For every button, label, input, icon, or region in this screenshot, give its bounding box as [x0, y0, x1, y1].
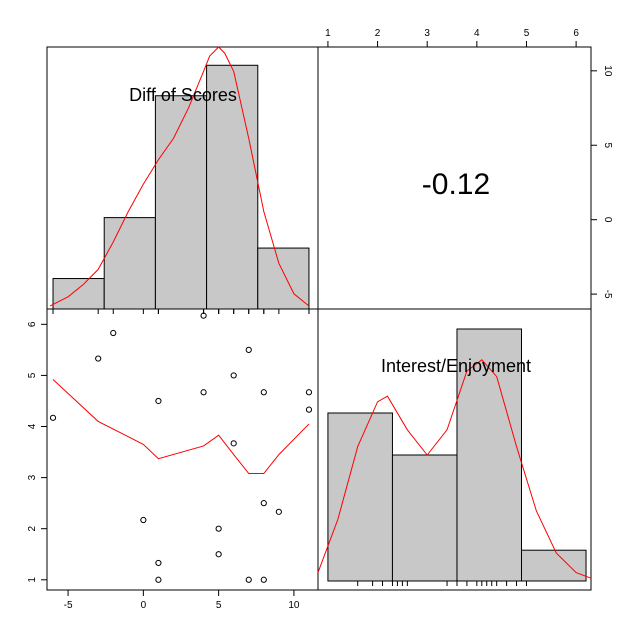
x-axis-tick-label: 5	[216, 600, 222, 611]
interest-enjoyment-label: Interest/Enjoyment	[381, 356, 531, 376]
data-point	[230, 440, 237, 447]
y-axis-tick-label: 5	[27, 372, 38, 378]
histogram-bar	[103, 217, 156, 310]
data-point	[140, 516, 147, 524]
histogram-diff-of-scores	[49, 46, 310, 314]
correlation-value: -0.12	[422, 168, 490, 201]
right-axis-tick-label: -5	[602, 290, 613, 299]
histogram-interest-enjoyment	[317, 328, 592, 586]
data-point	[260, 576, 267, 583]
data-point	[260, 389, 267, 396]
x-axis-tick-label: 10	[288, 600, 300, 611]
scatter-plot	[49, 312, 313, 583]
density-curve	[49, 46, 310, 307]
right-axis-tick-label: 5	[602, 142, 613, 148]
histogram-bar	[206, 64, 259, 310]
smoother-line	[52, 379, 310, 475]
right-axis-tick-label: 0	[602, 217, 613, 223]
data-point	[155, 576, 162, 583]
data-point	[110, 329, 117, 337]
data-point	[215, 551, 222, 558]
density-curve	[317, 359, 592, 579]
data-point	[230, 372, 237, 379]
top-axis-tick-label: 2	[375, 28, 381, 39]
data-point	[245, 346, 252, 353]
axes: -5 0 5 10 1 2 3 4 5 6 1 2 3 4 5 6 -5 0 5 10	[27, 28, 613, 611]
data-point	[215, 525, 222, 532]
top-axis-tick-label: 3	[424, 28, 430, 39]
panel-bottom-right-frame	[317, 308, 592, 591]
data-point	[200, 312, 207, 319]
data-point	[275, 508, 282, 515]
x-axis-tick-label: 0	[141, 600, 147, 611]
top-axis-tick-label: 4	[474, 28, 480, 39]
data-point	[95, 355, 102, 362]
y-axis-tick-label: 6	[27, 321, 38, 327]
right-axis-tick-label: 10	[602, 65, 613, 77]
histogram-bar	[154, 95, 208, 310]
data-point	[200, 389, 207, 396]
top-axis-tick-label: 6	[573, 28, 579, 39]
top-axis-tick-label: 1	[325, 28, 331, 39]
panel-bottom-left-frame	[46, 308, 319, 591]
top-axis-tick-label: 5	[524, 28, 530, 39]
histogram-bar	[327, 412, 393, 582]
y-axis-tick-label: 2	[27, 525, 38, 531]
histogram-bar	[521, 549, 587, 582]
data-point	[49, 414, 57, 421]
x-axis-tick-label: -5	[64, 600, 73, 611]
data-point	[155, 559, 162, 567]
data-point	[305, 406, 313, 413]
data-point	[245, 576, 252, 583]
y-axis-tick-label: 1	[27, 577, 38, 583]
data-point	[305, 389, 313, 396]
data-point	[260, 500, 267, 507]
data-point	[155, 397, 162, 405]
y-axis-tick-label: 3	[27, 474, 38, 480]
histogram-bar	[52, 278, 105, 310]
y-axis-tick-label: 4	[27, 423, 38, 429]
diff-of-scores-label: Diff of Scores	[129, 85, 237, 105]
histogram-bar	[391, 454, 458, 582]
